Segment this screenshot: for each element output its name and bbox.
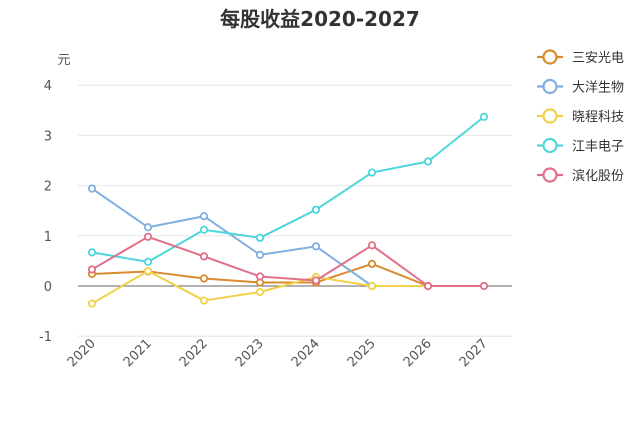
- data-point[interactable]: [87, 248, 97, 257]
- x-tick-labels: 2020 2021 2022 2023 2024 2025 2026 2027: [65, 336, 491, 370]
- data-point[interactable]: [87, 265, 97, 274]
- x-tick-label: 2020: [65, 336, 99, 370]
- y-tick-label: 3: [44, 129, 52, 144]
- y-tick-label: 0: [44, 280, 52, 295]
- chart-title: 每股收益2020-2027: [220, 7, 420, 31]
- y-tick-labels: -1 0 1 2 3 4: [39, 79, 52, 345]
- legend-label: 江丰电子: [572, 140, 624, 155]
- data-point[interactable]: [199, 225, 209, 234]
- series-line: [91, 116, 485, 263]
- legend-label: 晓程科技: [572, 110, 624, 125]
- series-2: [87, 266, 433, 308]
- data-point[interactable]: [423, 157, 433, 166]
- legend-marker: [542, 167, 558, 183]
- legend-marker: [542, 78, 558, 95]
- legend-item-2[interactable]: 晓程科技: [537, 108, 624, 126]
- data-point[interactable]: [311, 205, 321, 214]
- legend-marker: [542, 137, 558, 154]
- data-point[interactable]: [255, 272, 265, 281]
- y-tick-label: 2: [44, 180, 52, 195]
- legend-item-3[interactable]: 江丰电子: [537, 137, 624, 155]
- legend-item-0[interactable]: 三安光电: [537, 49, 624, 67]
- legend-label: 大洋生物: [572, 81, 624, 96]
- x-tick-label: 2024: [289, 336, 323, 370]
- x-tick-label: 2025: [345, 336, 379, 370]
- x-tick-label: 2022: [177, 336, 211, 370]
- series-1: [87, 184, 377, 291]
- legend-marker: [542, 49, 558, 65]
- data-point[interactable]: [199, 274, 209, 283]
- y-tick-label: 1: [44, 230, 52, 245]
- data-point[interactable]: [479, 112, 489, 121]
- data-point[interactable]: [311, 276, 321, 285]
- series-line: [91, 187, 373, 287]
- legend-label: 滨化股份: [572, 168, 624, 184]
- data-point[interactable]: [255, 233, 265, 242]
- x-tick-label: 2023: [233, 336, 267, 370]
- data-point[interactable]: [311, 242, 321, 251]
- series-lines: [87, 112, 489, 308]
- y-tick-label: 4: [44, 79, 52, 94]
- x-tick-label: 2026: [401, 336, 435, 370]
- legend-item-1[interactable]: 大洋生物: [537, 78, 624, 96]
- data-point[interactable]: [143, 257, 153, 267]
- data-point[interactable]: [143, 266, 153, 276]
- data-point[interactable]: [143, 223, 153, 232]
- data-point[interactable]: [367, 281, 377, 291]
- y-tick-label: -1: [39, 330, 52, 345]
- data-point[interactable]: [367, 259, 377, 269]
- data-point[interactable]: [479, 281, 489, 291]
- series-4: [87, 232, 489, 291]
- grid-lines: [78, 84, 512, 337]
- data-point[interactable]: [199, 212, 209, 221]
- legend-label: 三安光电: [572, 51, 624, 66]
- x-tick-label: 2021: [121, 336, 155, 370]
- y-axis-unit: 元: [57, 53, 70, 68]
- data-point[interactable]: [367, 241, 377, 250]
- data-point[interactable]: [199, 296, 209, 305]
- data-point[interactable]: [199, 252, 209, 261]
- series-line: [91, 235, 484, 287]
- data-point[interactable]: [367, 168, 377, 177]
- series-3: [87, 112, 489, 267]
- data-point[interactable]: [255, 287, 265, 297]
- data-point[interactable]: [87, 299, 97, 308]
- x-tick-label: 2027: [457, 336, 491, 370]
- data-point[interactable]: [87, 184, 97, 193]
- data-point[interactable]: [423, 281, 433, 291]
- data-point[interactable]: [143, 232, 153, 241]
- legend-item-4[interactable]: 滨化股份: [537, 167, 624, 184]
- data-point[interactable]: [255, 250, 265, 259]
- legend-marker: [542, 108, 558, 124]
